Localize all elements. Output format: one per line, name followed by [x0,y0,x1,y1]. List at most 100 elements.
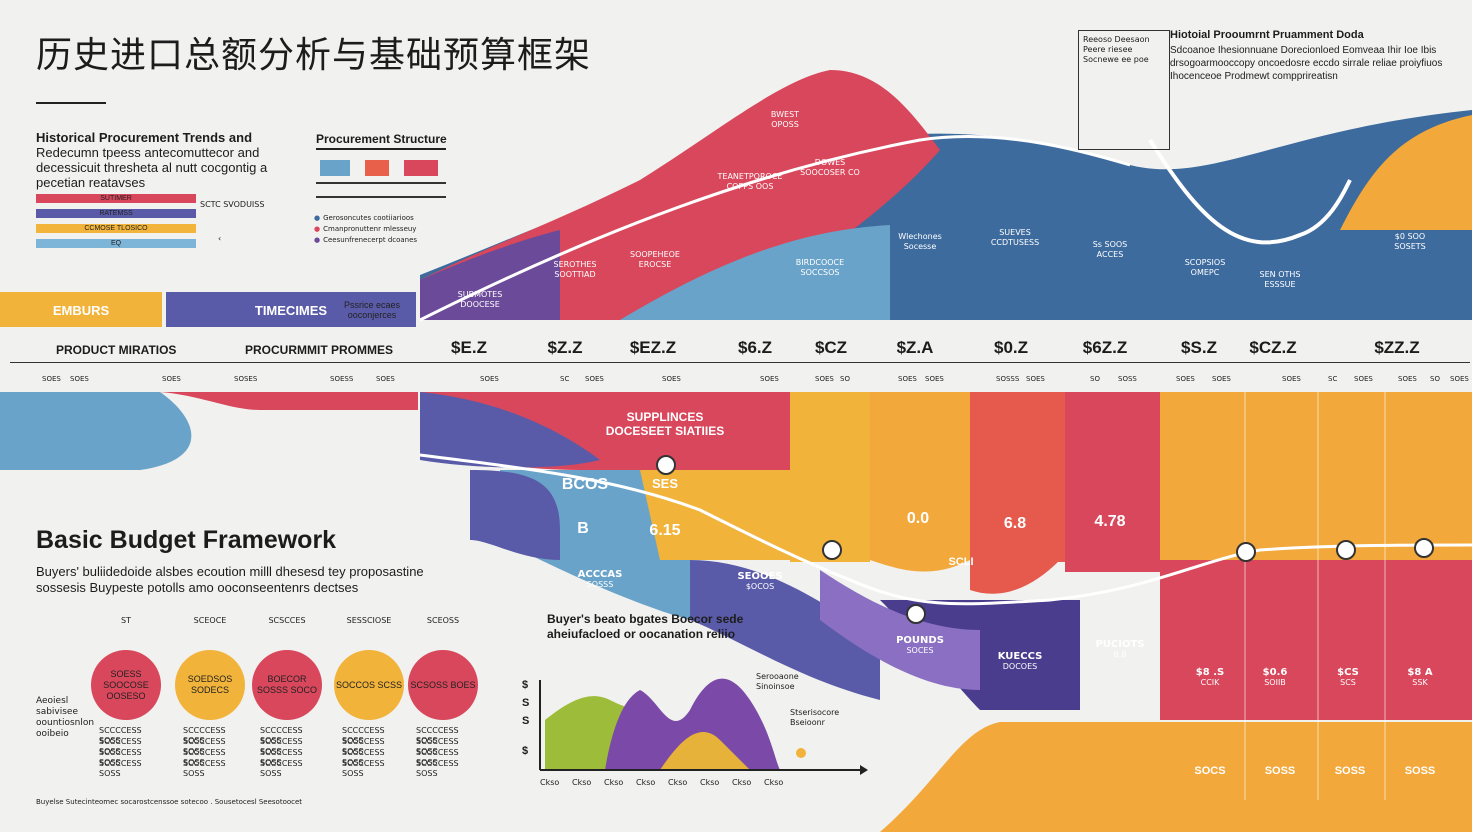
flow-node-1[interactable] [656,455,676,475]
budget-circle-note: SCCCCESS SOSS [183,759,226,778]
tick-label: SOES [1354,375,1373,383]
mini-chart-x-label: Ckso [764,778,784,787]
top-value: $0.Z [993,338,1029,357]
area-label: DOWES SOOCOSER CO [790,158,870,178]
flow-node-2[interactable] [822,540,842,560]
budget-circle-head: SCEOSS [426,616,460,625]
budget-circle[interactable]: SOESS SOOCOSE OOSESO [91,650,161,720]
budget-title: Basic Budget Framework [36,526,337,554]
budget-circle-head: SCSCCES [268,616,306,625]
bottom-value-1: SOCS [1194,765,1226,777]
area-label: TEANETPOROCE COPPS OOS [710,172,790,192]
boxed-note: Reeoso Deesaon Peere riesee Socnewe ee p… [1078,30,1170,150]
top-value: $S.Z [1181,338,1217,357]
area-label-sub: ACCES [1096,250,1124,259]
lower-label-sub: DOCOES [1002,662,1038,671]
band-emburs[interactable]: EMBURS [52,302,110,318]
mini-chart-annotation-1: Serooaone Sinoinsoe [756,672,799,691]
area-label-text: DOWES [814,158,846,167]
budget-circle[interactable]: BOECOR SOSSS SOCO [252,650,322,720]
budget-circle-note: SCCCCESS SOSS [99,737,142,756]
bottom-value-4: SOSS [1404,765,1436,777]
budget-circle-head: ST [121,616,131,625]
tick-label: SOES [162,375,181,383]
column-head-product: PRODUCT MIRATIOS [56,343,177,357]
timeline-axis [10,362,1470,363]
top-value: $6Z.Z [1082,338,1128,357]
budget-circle-note: SCCCCESS SOSS [99,759,142,778]
flow-value-2: SES [651,476,678,491]
tick-label: SOES [585,375,604,383]
lower-label-sub: 6.8 [1113,650,1127,659]
budget-circle-note: SCCCCESS SOSS [342,759,385,778]
budget-circle[interactable]: SOCCOS SCSS [334,650,404,720]
mini-chart-y-label: $ [522,679,529,691]
area-label: Wlechones Socesse [880,232,960,252]
chevron-left-icon[interactable]: ‹ [218,234,222,243]
historical-data-body: Sdcoanoe Ihesionnuane Dorecionloed Eomve… [1170,45,1443,82]
tick-label: SOES [42,375,61,383]
flow-node-3[interactable] [906,604,926,624]
tick-label: SOES [1176,375,1195,383]
tick-label: SOES [662,375,681,383]
lower-label-sub: SSK [1412,678,1428,687]
lower-label-text: KUECCS [997,651,1043,662]
mini-chart-y-label: S [522,697,530,709]
tick-label: SOES [1282,375,1301,383]
tick-label: SOES [1026,375,1045,383]
area-label-sub: DOOCESE [460,300,500,309]
area-label-text: $0 SOO [1394,232,1426,241]
bottom-value-3: SOSS [1334,765,1366,777]
budget-circle-note: SCCCCESS SOSS [260,759,303,778]
flow-value-7: B [577,520,589,537]
tick-label: SOES [815,375,834,383]
tick-label: SOES [1212,375,1231,383]
structure-swatch-blue [320,160,350,176]
top-value: $E.Z [451,338,487,357]
mini-chart-title: Buyer's beato bgates Boecor sede aheiufa… [547,612,744,641]
mini-chart-x-label: Ckso [604,778,624,787]
area-label-sub: OMEPC [1190,268,1220,277]
column-head-procurement: PROCURMMIT PROMMES [245,343,393,357]
area-label: SEROTHES SOOTTIAD [535,260,615,280]
lower-label: KUECCS DOCOES [985,652,1055,672]
tick-label: SOSS [1118,375,1137,383]
area-label-sub: SOOCOSER CO [800,168,860,177]
area-label-sub: OPOSS [771,120,799,129]
flow-node-5[interactable] [1336,540,1356,560]
mini-chart-y-label: S [522,715,530,727]
budget-circle[interactable]: SCSOSS BOES [408,650,478,720]
budget-circle-note: SCCCCESS SOSS [342,726,385,745]
lower-label: ACCCAS SOSSS [565,570,635,590]
mini-chart-x-label: Ckso [668,778,688,787]
flow-node-4[interactable] [1236,542,1256,562]
area-label: SCOPSIOS OMEPC [1165,258,1245,278]
structure-legend-3: Ceesunfrenecerpt dcoanes [314,236,417,244]
tick-label: SOESS [330,375,354,383]
footnote: Buyelse Sutecinteomec socarostcenssoe so… [36,798,303,806]
area-label: SEN OTHS ESSSUE [1240,270,1320,290]
budget-circle-note: SCCCCESS SOSS [342,748,385,767]
tick-label: SOES [925,375,944,383]
budget-circle-note: SCCCCESS SOSS [416,748,459,767]
area-label: BWEST OPOSS [745,110,825,130]
tick-label: SO [1430,375,1440,383]
mini-chart-x-label: Ckso [636,778,656,787]
budget-circle-note: SCCCCESS SOSS [260,737,303,756]
flow-value-6: 6.15 [649,522,681,539]
area-label-sub: SOSETS [1394,242,1426,251]
area-label-text: Wlechones [898,232,942,241]
lower-label-sub: SOSSS [586,580,614,589]
lower-label: $0.6 SOIIB [1240,668,1310,688]
top-value: $CZ [814,338,848,357]
budget-description: Buyers' buliidedoide alsbes ecoution mil… [36,564,424,595]
budget-circle-note: SCCCCESS SOSS [342,737,385,756]
tick-label: SOES [1398,375,1417,383]
budget-circle[interactable]: SOEDSOS SODECS [175,650,245,720]
historical-heading: Historical Procurement Trends and [36,130,253,145]
area-label: BIRDCOOCE SOCCSOS [780,258,860,278]
flow-node-6[interactable] [1414,538,1434,558]
band-timecimes[interactable]: TIMECIMES [254,302,328,318]
top-value: $ZZ.Z [1374,338,1420,357]
